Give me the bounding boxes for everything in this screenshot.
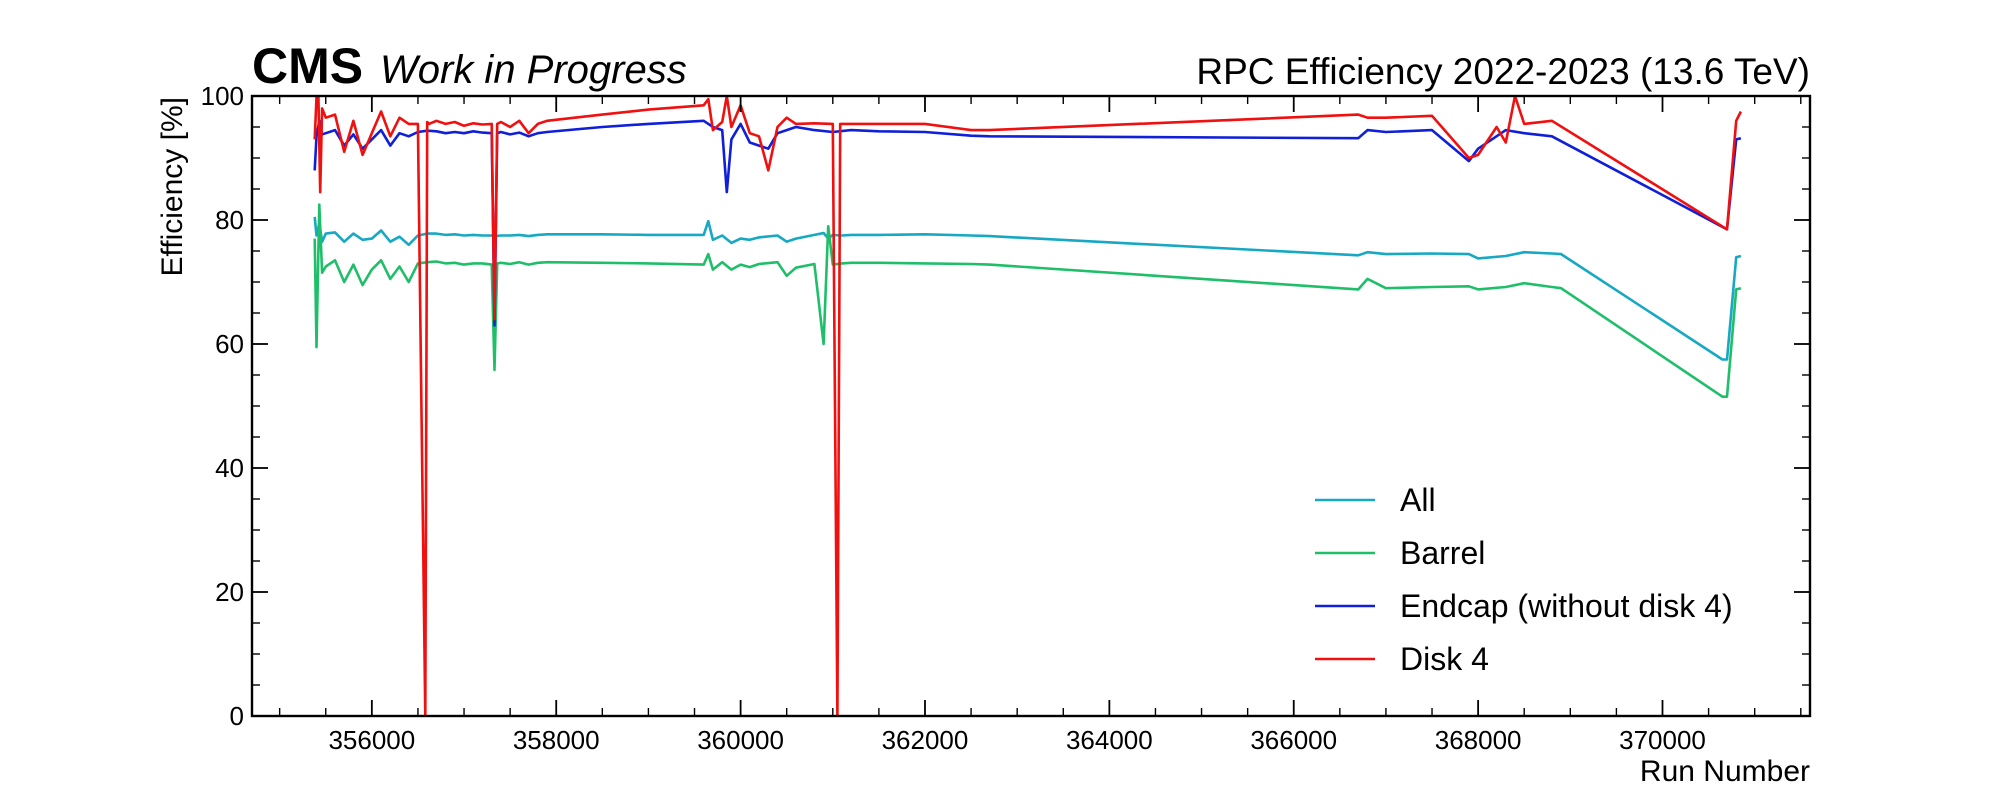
x-tick-label: 360000 bbox=[697, 725, 784, 755]
legend: All Barrel Endcap (without disk 4) Disk 4 bbox=[1315, 482, 1733, 677]
x-tick-label: 356000 bbox=[328, 725, 415, 755]
chart-title: RPC Efficiency 2022-2023 (13.6 TeV) bbox=[1196, 51, 1810, 92]
x-axis-label: Run Number bbox=[1640, 755, 1810, 788]
y-tick-label: 40 bbox=[215, 453, 244, 483]
series-layer bbox=[313, 95, 1743, 716]
y-tick-label: 20 bbox=[215, 577, 244, 607]
tick-labels-layer: 356000 358000 360000 362000 364000 366000 3680… bbox=[201, 81, 1706, 755]
legend-label-0: All bbox=[1400, 482, 1436, 518]
x-tick-label: 358000 bbox=[513, 725, 600, 755]
series-line-2 bbox=[313, 119, 1742, 327]
x-tick-label: 362000 bbox=[882, 725, 969, 755]
y-tick-label: 80 bbox=[215, 205, 244, 235]
series-line-1 bbox=[313, 203, 1742, 399]
experiment-label: CMS bbox=[252, 38, 363, 94]
y-tick-label: 100 bbox=[201, 81, 244, 111]
y-tick-label: 0 bbox=[230, 701, 244, 731]
x-tick-label: 366000 bbox=[1250, 725, 1337, 755]
y-tick-label: 60 bbox=[215, 329, 244, 359]
x-tick-label: 370000 bbox=[1619, 725, 1706, 755]
series-line-3 bbox=[313, 95, 1743, 716]
series-line-0 bbox=[313, 216, 1742, 361]
x-tick-label: 368000 bbox=[1435, 725, 1522, 755]
legend-label-3: Disk 4 bbox=[1400, 641, 1489, 677]
x-tick-label: 364000 bbox=[1066, 725, 1153, 755]
y-axis-label: Efficiency [%] bbox=[156, 97, 189, 277]
legend-label-2: Endcap (without disk 4) bbox=[1400, 588, 1733, 624]
legend-label-1: Barrel bbox=[1400, 535, 1485, 571]
axes-layer bbox=[250, 94, 1812, 718]
status-label: Work in Progress bbox=[380, 48, 687, 92]
